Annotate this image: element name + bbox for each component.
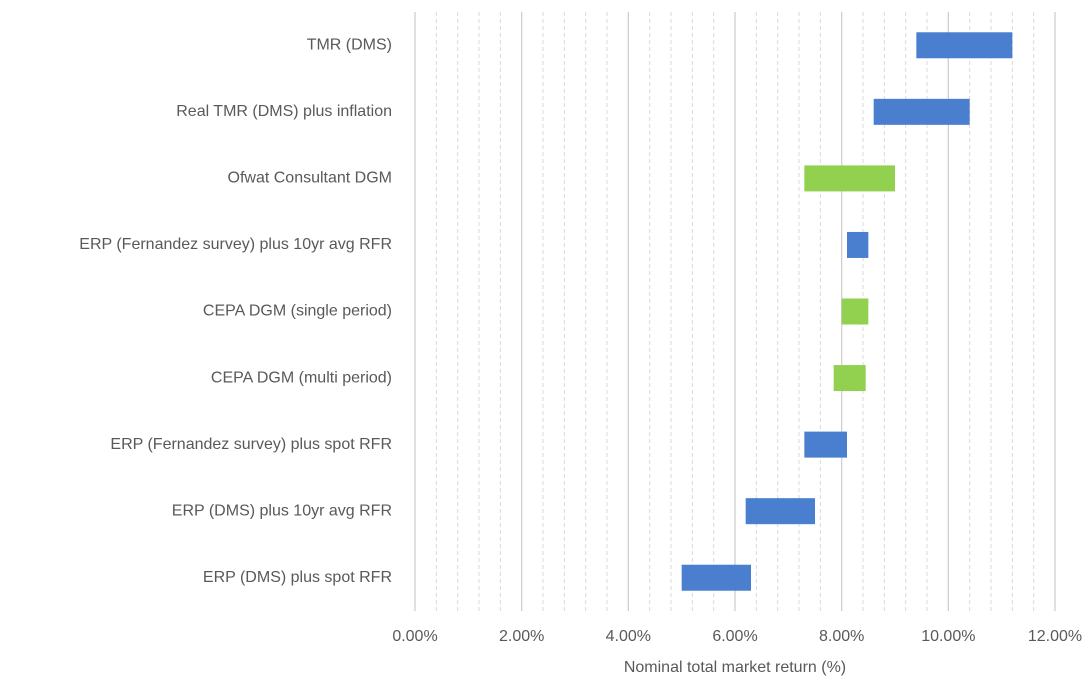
x-tick-label: 12.00% — [1028, 628, 1082, 645]
bar — [745, 498, 815, 525]
y-tick-label: Ofwat Consultant DGM — [228, 170, 393, 187]
y-tick-label: Real TMR (DMS) plus inflation — [176, 103, 392, 120]
x-tick-label: 4.00% — [606, 628, 651, 645]
y-tick-label: ERP (DMS) plus 10yr avg RFR — [172, 502, 392, 519]
y-tick-label: ERP (Fernandez survey) plus 10yr avg RFR — [79, 236, 392, 253]
y-tick-label: CEPA DGM (multi period) — [211, 369, 392, 386]
bar — [841, 298, 869, 325]
bar — [833, 365, 866, 392]
y-tick-label: ERP (Fernandez survey) plus spot RFR — [110, 436, 392, 453]
bar — [847, 231, 869, 258]
x-tick-label: 10.00% — [921, 628, 975, 645]
y-tick-label: CEPA DGM (single period) — [203, 303, 392, 320]
x-axis-title: Nominal total market return (%) — [624, 659, 846, 676]
bar — [804, 431, 847, 458]
bar — [681, 564, 751, 591]
x-tick-label: 2.00% — [499, 628, 544, 645]
y-tick-label: TMR (DMS) — [307, 36, 392, 53]
bar — [916, 32, 1013, 59]
x-tick-label: 0.00% — [392, 628, 437, 645]
y-tick-label: ERP (DMS) plus spot RFR — [203, 569, 392, 586]
x-tick-label: 8.00% — [819, 628, 864, 645]
bar — [804, 165, 895, 192]
bar — [873, 98, 970, 125]
x-tick-label: 6.00% — [712, 628, 757, 645]
